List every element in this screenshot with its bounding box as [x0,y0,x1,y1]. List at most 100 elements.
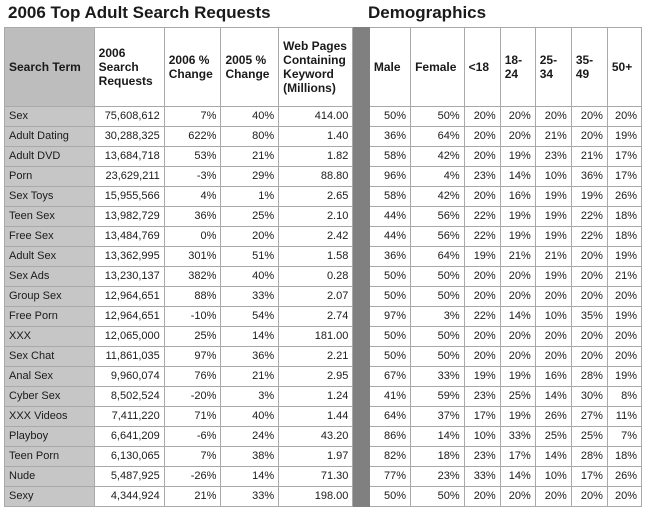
web-pages-cell: 1.58 [278,246,354,267]
change-2005-cell: 20% [220,226,280,247]
web-pages-cell: 2.07 [278,286,354,307]
web-pages-cell: 1.82 [278,146,354,167]
age-35-49-cell: 25% [570,426,608,447]
table-row: Adult Sex 13,362,995 301% 51% 1.58 36% 64% 19% 2… [4,246,643,267]
age-50-plus-cell: 19% [606,306,643,327]
page-title: 2006 Top Adult Search Requests [8,3,271,22]
age-50-plus-cell: 20% [606,286,643,307]
age-25-34-cell: 20% [534,346,572,367]
age-50-plus-cell: 20% [606,106,643,127]
term-cell: Sexy [4,486,95,507]
change-2006-cell: 382% [163,266,222,287]
age-50-plus-cell: 21% [606,266,643,287]
table-row: Sex Toys 15,955,566 4% 1% 2.65 58% 42% 20% 16% 19… [4,186,643,207]
age-25-34-cell: 16% [534,366,572,387]
age-25-34-cell: 19% [534,226,572,247]
female-cell: 50% [410,106,465,127]
age-25-34-cell: 10% [534,466,572,487]
web-pages-cell: 43.20 [278,426,354,447]
column-separator [352,27,370,107]
under-18-cell: 20% [463,326,501,347]
table-row: Porn 23,629,211 -3% 29% 88.80 96% 4% 23% 14% 10% 3… [4,166,643,187]
age-18-24-cell: 17% [499,446,536,467]
under-18-cell: 20% [463,346,501,367]
age-50-plus-cell: 18% [606,226,643,247]
change-2006-cell: -26% [163,466,222,487]
web-pages-cell: 2.21 [278,346,354,367]
change-2005-cell: 24% [220,426,280,447]
table-row: Cyber Sex 8,502,524 -20% 3% 1.24 41% 59% 23% 25%… [4,386,643,407]
change-2006-cell: -3% [163,166,222,187]
col-header-25-34: 25-34 [534,27,572,107]
requests-cell: 12,964,651 [93,306,165,327]
under-18-cell: 20% [463,106,501,127]
table-row: Adult DVD 13,684,718 53% 21% 1.82 58% 42% 20% 19… [4,146,643,167]
column-separator [352,186,370,207]
age-35-49-cell: 20% [570,106,608,127]
table-row: Teen Sex 13,982,729 36% 25% 2.10 44% 56% 22% 19%… [4,206,643,227]
under-18-cell: 19% [463,246,501,267]
age-25-34-cell: 14% [534,446,572,467]
under-18-cell: 33% [463,466,501,487]
female-cell: 14% [410,426,465,447]
under-18-cell: 20% [463,126,501,147]
term-cell: Nude [4,466,95,487]
male-cell: 64% [368,406,412,427]
table-row: Playboy 6,641,209 -6% 24% 43.20 86% 14% 10% 33% 2… [4,426,643,447]
age-50-plus-cell: 17% [606,166,643,187]
age-50-plus-cell: 20% [606,346,643,367]
age-50-plus-cell: 19% [606,246,643,267]
age-35-49-cell: 20% [570,126,608,147]
age-35-49-cell: 20% [570,246,608,267]
age-18-24-cell: 20% [499,106,536,127]
table-row: XXX 12,065,000 25% 14% 181.00 50% 50% 20% 20% 20%… [4,326,643,347]
age-50-plus-cell: 20% [606,486,643,507]
male-cell: 67% [368,366,412,387]
web-pages-cell: 181.00 [278,326,354,347]
age-18-24-cell: 21% [499,246,536,267]
col-header-web-pages: Web Pages Containing Keyword (Millions) [278,27,354,107]
column-separator [352,386,370,407]
column-separator [352,246,370,267]
under-18-cell: 20% [463,266,501,287]
term-cell: Sex Chat [4,346,95,367]
age-18-24-cell: 19% [499,406,536,427]
age-18-24-cell: 14% [499,166,536,187]
change-2006-cell: 0% [163,226,222,247]
age-18-24-cell: 19% [499,206,536,227]
age-35-49-cell: 20% [570,286,608,307]
male-cell: 82% [368,446,412,467]
table-row: Free Porn 12,964,651 -10% 54% 2.74 97% 3% 22% 14… [4,306,643,327]
column-separator [352,146,370,167]
requests-cell: 15,955,566 [93,186,165,207]
requests-cell: 13,982,729 [93,206,165,227]
change-2005-cell: 33% [220,286,280,307]
table-row: Sex 75,608,612 7% 40% 414.00 50% 50% 20% 20% 20% 2… [4,106,643,127]
male-cell: 50% [368,106,412,127]
table-row: Group Sex 12,964,651 88% 33% 2.07 50% 50% 20% 20… [4,286,643,307]
age-25-34-cell: 19% [534,186,572,207]
age-35-49-cell: 35% [570,306,608,327]
term-cell: Group Sex [4,286,95,307]
age-50-plus-cell: 20% [606,326,643,347]
age-35-49-cell: 28% [570,366,608,387]
col-header-2005-change: 2005 % Change [220,27,280,107]
change-2005-cell: 54% [220,306,280,327]
column-separator [352,106,370,127]
term-cell: Free Sex [4,226,95,247]
term-cell: Free Porn [4,306,95,327]
age-18-24-cell: 20% [499,126,536,147]
female-cell: 23% [410,466,465,487]
web-pages-cell: 2.74 [278,306,354,327]
change-2005-cell: 21% [220,366,280,387]
change-2005-cell: 14% [220,466,280,487]
requests-cell: 8,502,524 [93,386,165,407]
column-separator [352,166,370,187]
female-cell: 59% [410,386,465,407]
under-18-cell: 23% [463,446,501,467]
requests-cell: 7,411,220 [93,406,165,427]
male-cell: 41% [368,386,412,407]
male-cell: 36% [368,246,412,267]
column-separator [352,286,370,307]
change-2006-cell: 301% [163,246,222,267]
